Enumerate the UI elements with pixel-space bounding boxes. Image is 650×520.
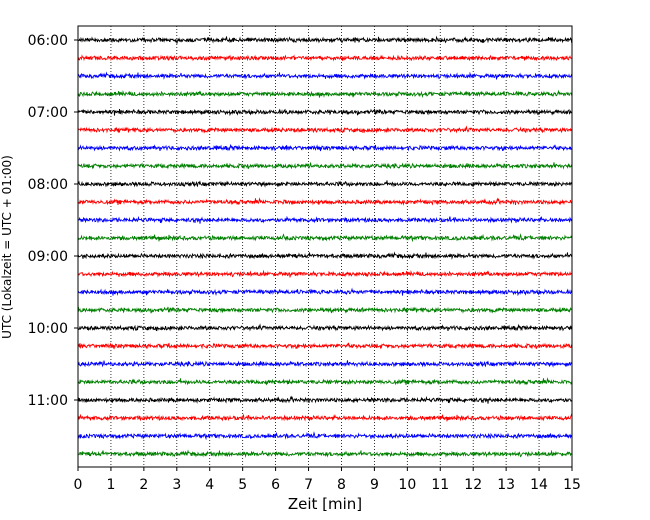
- seismic-trace: [77, 108, 573, 117]
- x-tick-label: 10: [398, 477, 416, 493]
- y-tick-label: 06:00: [28, 33, 68, 49]
- seismic-trace: [77, 449, 573, 458]
- seismic-trace: [77, 89, 573, 98]
- seismic-trace: [77, 342, 573, 350]
- y-tick-label: 10:00: [28, 321, 68, 337]
- x-tick-label: 6: [271, 477, 280, 493]
- seismic-trace: [77, 197, 573, 206]
- seismic-trace: [77, 251, 573, 260]
- x-tick-label: 15: [563, 477, 581, 493]
- seismic-trace: [77, 360, 573, 368]
- seismic-traces: [77, 35, 573, 458]
- y-tick-label: 09:00: [28, 249, 68, 265]
- x-tick-label: 11: [431, 477, 449, 493]
- seismic-trace: [77, 143, 573, 152]
- seismic-trace: [77, 54, 573, 62]
- seismic-trace: [77, 306, 573, 314]
- seismic-trace: [77, 162, 573, 170]
- seismic-trace: [77, 395, 573, 404]
- y-axis: 06:00 07:00 08:00 09:00 10:00 11:00: [28, 33, 78, 409]
- seismic-trace: [77, 35, 573, 44]
- seismic-trace: [77, 180, 573, 188]
- y-axis-title: UTC (Lokalzeit = UTC + 01:00): [0, 155, 14, 339]
- seismic-trace: [77, 233, 573, 243]
- plot-frame: [77, 25, 573, 468]
- x-tick-label: 9: [370, 477, 379, 493]
- x-tick-label: 8: [337, 477, 346, 493]
- seismic-trace: [77, 215, 573, 224]
- seismic-trace: [77, 431, 573, 441]
- x-tick-label: 2: [139, 477, 148, 493]
- x-tick-label: 5: [238, 477, 247, 493]
- seismic-trace: [77, 269, 573, 278]
- x-tick-label: 12: [464, 477, 482, 493]
- seismic-trace: [77, 413, 573, 422]
- x-tick-label: 4: [205, 477, 214, 493]
- x-axis: 0 1 2 3 4 5 6 7 8 9 10 11 12 13 14 15: [74, 467, 581, 493]
- x-axis-title: Zeit [min]: [288, 495, 362, 513]
- seismic-trace: [77, 71, 573, 80]
- seismic-trace: [77, 377, 573, 386]
- x-tick-label: 0: [74, 477, 83, 493]
- x-tick-label: 1: [106, 477, 115, 493]
- y-tick-label: 08:00: [28, 177, 68, 193]
- y-tick-label: 11:00: [28, 393, 68, 409]
- y-tick-label: 07:00: [28, 105, 68, 121]
- x-tick-label: 7: [304, 477, 313, 493]
- x-tick-label: 14: [530, 477, 548, 493]
- x-tick-label: 13: [497, 477, 515, 493]
- seismic-trace: [77, 125, 573, 134]
- seismic-trace: [77, 323, 573, 332]
- seismic-trace: [77, 287, 573, 297]
- x-tick-label: 3: [172, 477, 181, 493]
